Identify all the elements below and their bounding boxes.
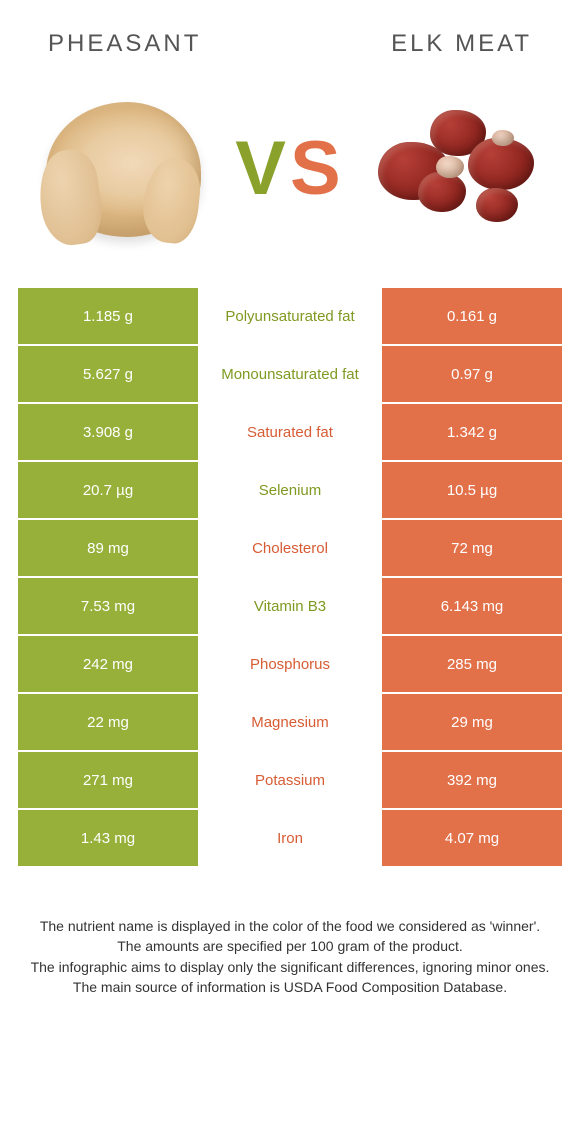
vs-s: S (290, 131, 345, 207)
table-row: 1.43 mgIron4.07 mg (18, 810, 562, 866)
header-row: PHEASANT ELK MEAT (18, 20, 562, 74)
right-value: 0.97 g (382, 346, 562, 402)
nutrient-label: Monounsaturated fat (200, 346, 380, 402)
left-value: 3.908 g (18, 404, 198, 460)
nutrient-table: 1.185 gPolyunsaturated fat0.161 g5.627 g… (18, 284, 562, 886)
table-row: 1.185 gPolyunsaturated fat0.161 g (18, 288, 562, 344)
right-value: 392 mg (382, 752, 562, 808)
right-value: 10.5 µg (382, 462, 562, 518)
right-value: 4.07 mg (382, 810, 562, 866)
pheasant-image (38, 84, 208, 254)
table-row: 5.627 gMonounsaturated fat0.97 g (18, 346, 562, 402)
nutrient-label: Polyunsaturated fat (200, 288, 380, 344)
right-value: 1.342 g (382, 404, 562, 460)
right-value: 285 mg (382, 636, 562, 692)
vs-label: VS (235, 131, 344, 207)
table-row: 242 mgPhosphorus285 mg (18, 636, 562, 692)
table-row: 3.908 gSaturated fat1.342 g (18, 404, 562, 460)
table-row: 20.7 µgSelenium10.5 µg (18, 462, 562, 518)
left-value: 22 mg (18, 694, 198, 750)
table-row: 7.53 mgVitamin B36.143 mg (18, 578, 562, 634)
left-value: 20.7 µg (18, 462, 198, 518)
left-food-title: PHEASANT (48, 30, 201, 58)
footnote-line: The infographic aims to display only the… (24, 957, 556, 977)
nutrient-label: Phosphorus (200, 636, 380, 692)
left-value: 1.185 g (18, 288, 198, 344)
table-row: 22 mgMagnesium29 mg (18, 694, 562, 750)
right-value: 6.143 mg (382, 578, 562, 634)
left-value: 1.43 mg (18, 810, 198, 866)
nutrient-label: Cholesterol (200, 520, 380, 576)
left-value: 271 mg (18, 752, 198, 808)
left-value: 89 mg (18, 520, 198, 576)
left-value: 242 mg (18, 636, 198, 692)
nutrient-label: Iron (200, 810, 380, 866)
footnote-line: The main source of information is USDA F… (24, 977, 556, 997)
vs-v: V (235, 131, 290, 207)
right-value: 72 mg (382, 520, 562, 576)
table-row: 271 mgPotassium392 mg (18, 752, 562, 808)
nutrient-label: Saturated fat (200, 404, 380, 460)
footnotes: The nutrient name is displayed in the co… (18, 886, 562, 997)
left-value: 7.53 mg (18, 578, 198, 634)
nutrient-label: Selenium (200, 462, 380, 518)
nutrient-label: Potassium (200, 752, 380, 808)
right-value: 29 mg (382, 694, 562, 750)
table-row: 89 mgCholesterol72 mg (18, 520, 562, 576)
nutrient-label: Magnesium (200, 694, 380, 750)
right-food-title: ELK MEAT (391, 30, 532, 58)
left-value: 5.627 g (18, 346, 198, 402)
right-value: 0.161 g (382, 288, 562, 344)
nutrient-label: Vitamin B3 (200, 578, 380, 634)
elk-image (372, 84, 542, 254)
hero-row: VS (18, 74, 562, 284)
footnote-line: The amounts are specified per 100 gram o… (24, 936, 556, 956)
footnote-line: The nutrient name is displayed in the co… (24, 916, 556, 936)
